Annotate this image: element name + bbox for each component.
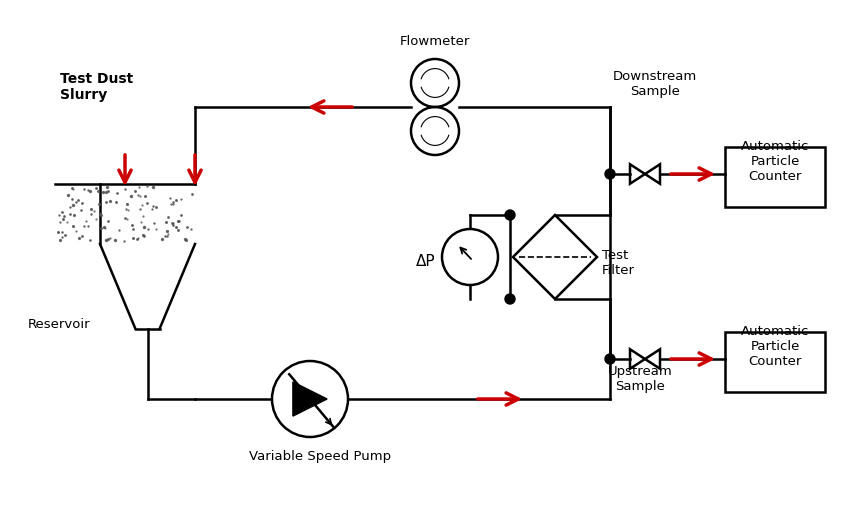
Text: Reservoir: Reservoir [28,318,91,331]
Circle shape [442,230,498,286]
Text: Flowmeter: Flowmeter [400,35,470,48]
Text: Variable Speed Pump: Variable Speed Pump [249,449,391,462]
Circle shape [272,361,348,437]
Bar [725,332,825,392]
Circle shape [605,354,615,364]
Circle shape [505,211,515,220]
Text: Test
Filter: Test Filter [602,248,635,276]
Text: Automatic
Particle
Counter: Automatic Particle Counter [740,324,809,367]
Polygon shape [293,382,327,416]
Text: Upstream
Sample: Upstream Sample [608,364,673,392]
Bar [725,148,825,208]
Text: Downstream
Sample: Downstream Sample [613,70,697,98]
Text: ΔP: ΔP [417,253,436,268]
Text: Automatic
Particle
Counter: Automatic Particle Counter [740,140,809,183]
Text: Test Dust
Slurry: Test Dust Slurry [60,72,133,102]
Circle shape [605,169,615,180]
Circle shape [505,294,515,304]
